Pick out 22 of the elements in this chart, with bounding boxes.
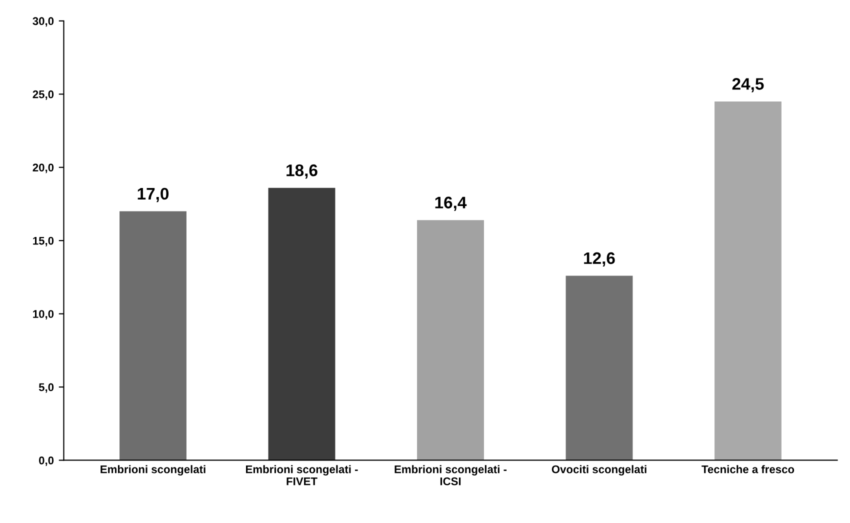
bar <box>417 220 484 460</box>
bar <box>120 211 186 460</box>
x-tick-label: Embrioni scongelati - ICSI <box>394 465 507 486</box>
y-tick-label: 10,0 <box>33 310 54 320</box>
x-tick-label: Embrioni scongelati - FIVET <box>246 465 358 486</box>
data-label: 12,6 <box>584 252 615 267</box>
x-tick-label: Embrioni scongelati <box>100 465 206 476</box>
bar <box>714 101 782 460</box>
y-tick-label: 15,0 <box>33 236 54 246</box>
data-label: 18,6 <box>286 164 318 179</box>
bar <box>268 188 336 460</box>
y-tick-label: 5,0 <box>38 383 54 393</box>
y-tick-label: 0,0 <box>39 456 54 466</box>
data-label: 17,0 <box>138 188 169 202</box>
y-tick-label: 30,0 <box>32 17 54 27</box>
y-tick-label: 25,0 <box>32 90 54 100</box>
data-label: 16,4 <box>435 196 467 211</box>
y-tick-label: 20,0 <box>32 164 54 174</box>
x-tick-label: Ovociti scongelati <box>552 465 646 476</box>
data-label: 24,5 <box>732 78 764 92</box>
x-tick-label: Tecniche a fresco <box>702 465 794 474</box>
bar <box>566 276 633 460</box>
